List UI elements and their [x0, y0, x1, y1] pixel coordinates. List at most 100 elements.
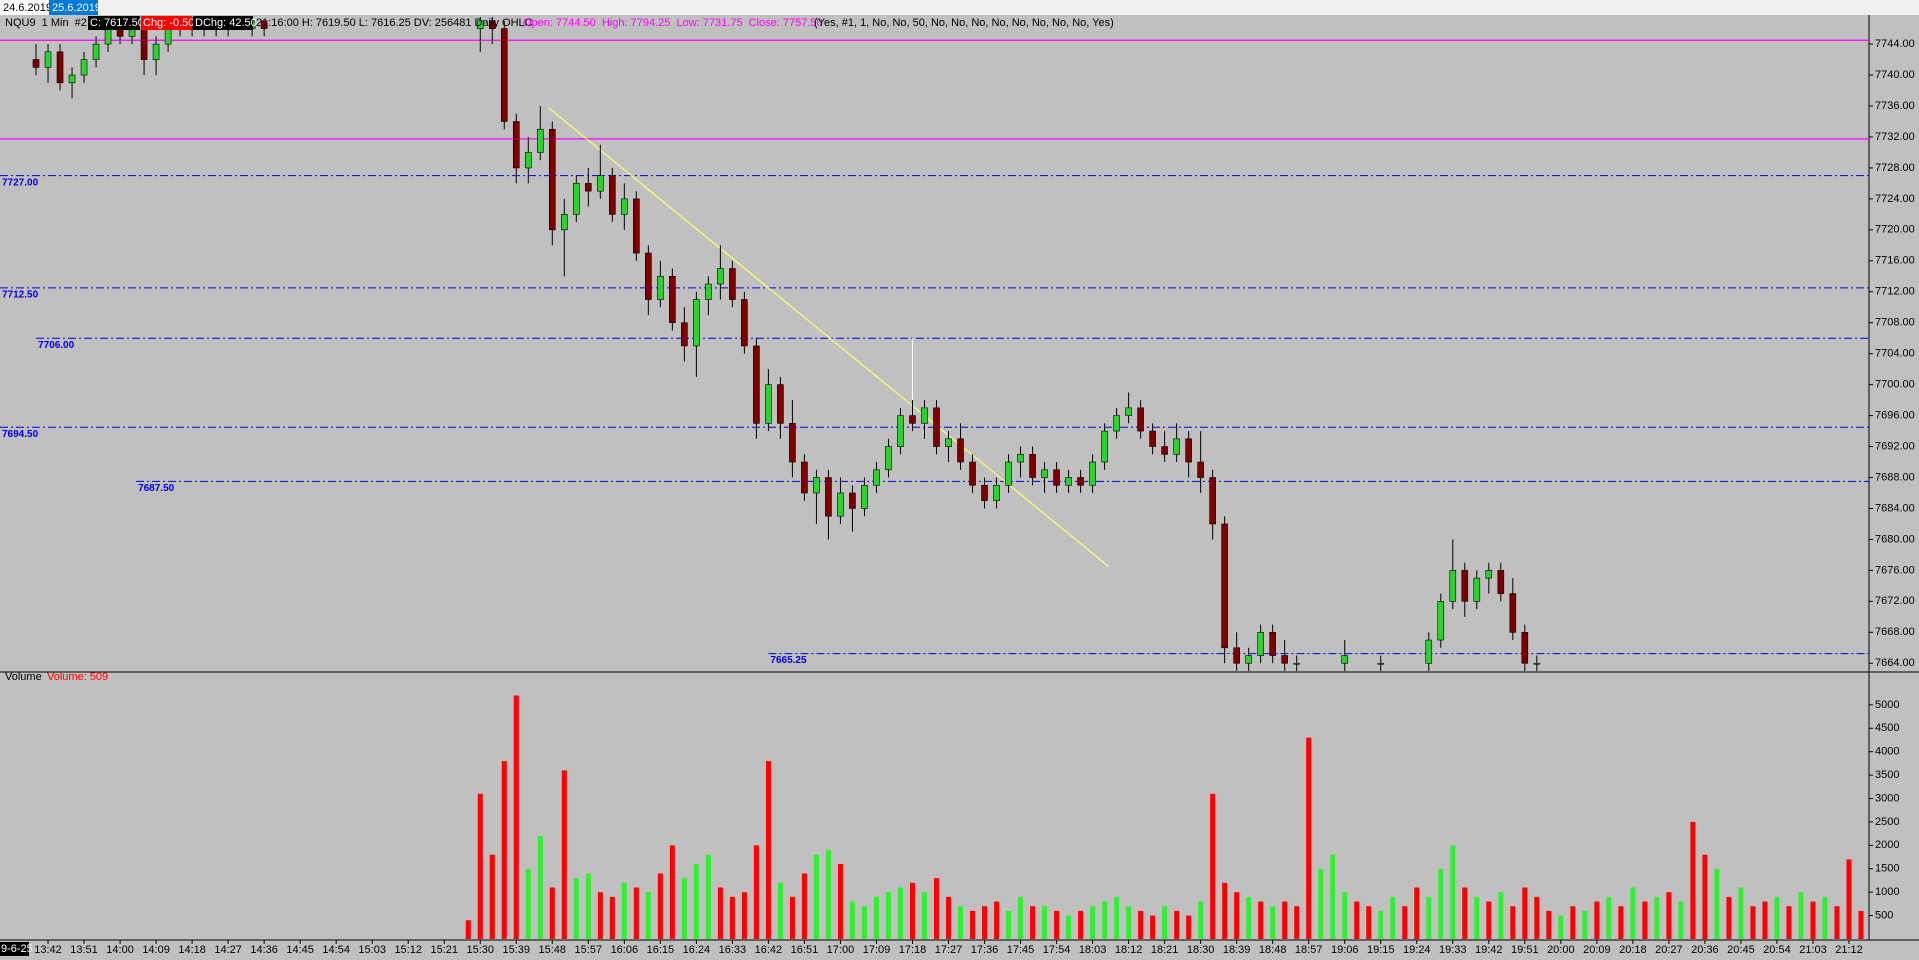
volume-bar — [1858, 910, 1864, 939]
volume-bar — [1222, 882, 1228, 939]
volume-bar — [1054, 910, 1060, 939]
volume-bar — [1354, 901, 1360, 939]
candle-body — [837, 492, 844, 517]
volume-bar — [1774, 896, 1780, 939]
volume-bar — [909, 882, 915, 939]
volume-bar — [1558, 915, 1564, 939]
level-label: 7727.00 — [2, 177, 39, 188]
volume-bar — [1078, 910, 1084, 939]
volume-bar — [1726, 896, 1732, 939]
tab[interactable] — [0, 0, 48, 15]
candle-body — [765, 384, 772, 424]
candle-body — [969, 461, 976, 486]
x-tick-label: 15:48 — [539, 944, 567, 956]
volume-bar — [513, 695, 519, 939]
volume-bar — [1042, 906, 1048, 939]
x-tick-label: 13:51 — [70, 944, 98, 956]
candle-body — [645, 252, 652, 300]
volume-bar — [1678, 901, 1684, 939]
x-tick-label: 20:00 — [1547, 944, 1575, 956]
y-tick-label: 1500 — [1875, 863, 1899, 875]
volume-bar — [1498, 892, 1504, 939]
volume-bar — [1270, 906, 1276, 939]
y-tick-label: 7724.00 — [1875, 193, 1915, 205]
x-tick-label: 20:45 — [1727, 944, 1755, 956]
x-tick-label: 14:18 — [178, 944, 206, 956]
volume-bar — [1306, 737, 1312, 939]
volume-bar — [1822, 896, 1828, 939]
y-tick-label: 7668.00 — [1875, 626, 1915, 638]
volume-bar — [501, 761, 507, 939]
candle-body — [56, 51, 64, 84]
volume-bar — [1114, 896, 1120, 939]
candle-body — [609, 175, 616, 215]
trendline — [547, 107, 1109, 567]
day-change: DChg: 42.50 — [195, 17, 257, 29]
tab-label[interactable]: 25.6.2019 — [52, 2, 101, 14]
volume-bar — [777, 882, 783, 939]
volume-bar — [1366, 906, 1372, 939]
y-tick-label: 1000 — [1875, 886, 1899, 898]
candle-body — [921, 407, 928, 424]
volume-bar — [982, 906, 988, 939]
candle-body — [488, 20, 496, 29]
candle-body — [1053, 469, 1060, 486]
volume-bar — [1450, 845, 1456, 939]
volume-bar — [1138, 910, 1144, 939]
x-tick-label: 16:24 — [683, 944, 711, 956]
volume-bar — [861, 906, 867, 939]
volume-bar — [621, 882, 627, 939]
x-tick-label: 14:36 — [250, 944, 278, 956]
symbol: NQU9 1 Min #2 — [5, 17, 87, 29]
level-label: 7665.25 — [770, 655, 807, 666]
candle-body — [1017, 453, 1024, 463]
y-tick-label: 3500 — [1875, 769, 1899, 781]
candle-body — [1293, 662, 1300, 665]
candle-body — [1257, 632, 1264, 656]
candle-body — [1461, 570, 1469, 602]
y-tick-label: 7680.00 — [1875, 533, 1915, 545]
x-tick-label: 18:30 — [1187, 944, 1215, 956]
candle-body — [1005, 461, 1012, 486]
volume-pane — [465, 695, 1864, 939]
volume-bar — [1474, 896, 1480, 939]
x-tick-label: 17:27 — [935, 944, 963, 956]
volume-bar — [1090, 906, 1096, 939]
candle-body — [861, 484, 868, 509]
x-tick-label: 14:45 — [286, 944, 314, 956]
volume-bar — [669, 845, 675, 939]
x-tick-label: 15:39 — [503, 944, 531, 956]
tab-label[interactable]: 24.6.2019 — [3, 2, 52, 14]
candle-body — [657, 275, 664, 300]
candle-body — [1137, 407, 1144, 432]
x-tick-label: 14:27 — [214, 944, 242, 956]
volume-bar — [1702, 854, 1708, 939]
volume-bar — [1666, 892, 1672, 939]
x-tick-label: 18:03 — [1079, 944, 1107, 956]
volume-bar — [741, 892, 747, 939]
volume-bar — [789, 896, 795, 939]
x-tick-label: 15:12 — [394, 944, 422, 956]
volume-bar — [801, 873, 807, 939]
x-tick-label: 18:48 — [1259, 944, 1287, 956]
candle-body — [597, 175, 604, 192]
x-tick-label: 15:30 — [466, 944, 494, 956]
tab-active[interactable] — [49, 0, 98, 15]
volume-bar — [1150, 915, 1156, 939]
candle-body — [1377, 662, 1385, 665]
volume-bar — [825, 850, 831, 939]
volume-bar — [1174, 910, 1180, 939]
x-tick-label: 19:33 — [1439, 944, 1467, 956]
x-tick-label: 19:42 — [1475, 944, 1503, 956]
candle-body — [1149, 430, 1156, 447]
volume-bar — [1018, 896, 1024, 939]
x-tick-label: 14:00 — [106, 944, 134, 956]
volume-bar — [537, 835, 543, 939]
y-tick-label: 7684.00 — [1875, 502, 1915, 514]
volume-bar — [1714, 868, 1720, 939]
volume-bar — [1606, 896, 1612, 939]
x-tick-label: 19:06 — [1331, 944, 1359, 956]
candle-body — [1233, 647, 1240, 664]
volume-bar — [1846, 859, 1852, 939]
